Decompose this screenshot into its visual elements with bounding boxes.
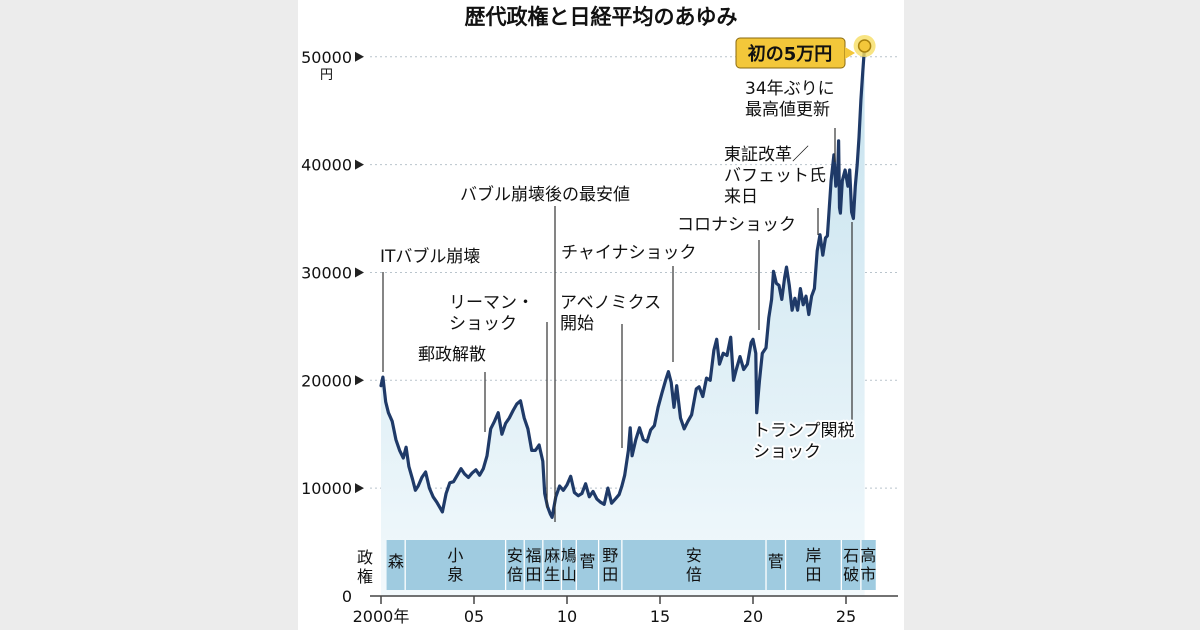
annotation-label: バブル崩壊後の最安値 (460, 184, 630, 205)
x-tick-label: 10 (557, 607, 577, 626)
chart-title: 歴代政権と日経平均のあゆみ (465, 5, 738, 29)
y-tick-label: 50000 (301, 48, 352, 67)
administration-label: 岸田 (805, 546, 821, 584)
annotation-label: リーマン・ショック (449, 293, 534, 334)
administration-label: 安倍 (507, 546, 523, 584)
annotation-label: コロナショック (677, 215, 796, 235)
x-tick-label: 05 (464, 607, 484, 626)
y-tick-label: 30000 (301, 263, 352, 282)
x-tick-label: 25 (836, 607, 856, 626)
administration-label: 福田 (526, 546, 542, 584)
y-tick-arrow (355, 375, 364, 386)
highlight-label: 初の5万円 (748, 43, 833, 65)
administration-label: 石破 (843, 546, 859, 584)
y-tick-label: 0 (342, 587, 352, 606)
administration-label: 森 (388, 552, 404, 571)
administration-label: 野田 (602, 546, 618, 584)
annotation-halo: ITバブル崩壊 (380, 246, 480, 267)
annotation-halo: チャイナショック (561, 243, 697, 263)
annotation-label: アベノミクス開始 (560, 293, 661, 334)
annotation-label: 東証改革／バフェット氏来日 (724, 145, 826, 207)
y-tick-arrow (355, 267, 364, 278)
series-line (379, 44, 867, 519)
administration-label: 菅 (768, 552, 784, 571)
annotation-label: トランプ関税ショック (753, 421, 855, 462)
administration-band (386, 540, 876, 590)
annotation-halo: リーマン・ショック (449, 293, 534, 334)
highlight-dot (857, 39, 872, 53)
annotation-halo: バブル崩壊後の最安値 (460, 184, 630, 205)
annotation-label: 郵政解散 (418, 345, 486, 365)
annotation-halo: 郵政解散 (418, 345, 486, 365)
y-tick-arrow (355, 483, 364, 494)
administration-label: 高市 (860, 546, 876, 584)
y-tick-label: 10000 (301, 479, 352, 498)
area-fill (381, 46, 865, 596)
annotation-label: チャイナショック (561, 243, 697, 263)
administration-header: 政権 (357, 548, 373, 586)
x-tick-label: 15 (650, 607, 670, 626)
annotation-halo: 34年ぶりに最高値更新 (745, 79, 835, 120)
annotation-halo: コロナショック (677, 215, 796, 235)
administration-label: 小泉 (447, 546, 463, 584)
highlight-pointer (845, 47, 855, 59)
y-unit-label: 円 (320, 68, 333, 83)
administration-label: 麻生 (544, 546, 560, 584)
administration-label: 菅 (579, 552, 595, 571)
y-tick-arrow (355, 159, 364, 170)
annotation-halo: トランプ関税ショック (753, 421, 855, 462)
annotation-label: 34年ぶりに最高値更新 (745, 79, 835, 120)
annotation-halo: アベノミクス開始 (560, 293, 661, 334)
annotation-halo: 東証改革／バフェット氏来日 (724, 145, 826, 207)
administration-label: 安倍 (686, 546, 702, 584)
y-tick-label: 40000 (301, 156, 352, 175)
x-tick-label: 2000年 (353, 607, 410, 626)
y-tick-label: 20000 (301, 371, 352, 390)
x-tick-label: 20 (743, 607, 763, 626)
annotation-label: ITバブル崩壊 (380, 246, 480, 267)
administration-label: 鳩山 (561, 546, 577, 584)
y-tick-arrow (355, 51, 364, 62)
